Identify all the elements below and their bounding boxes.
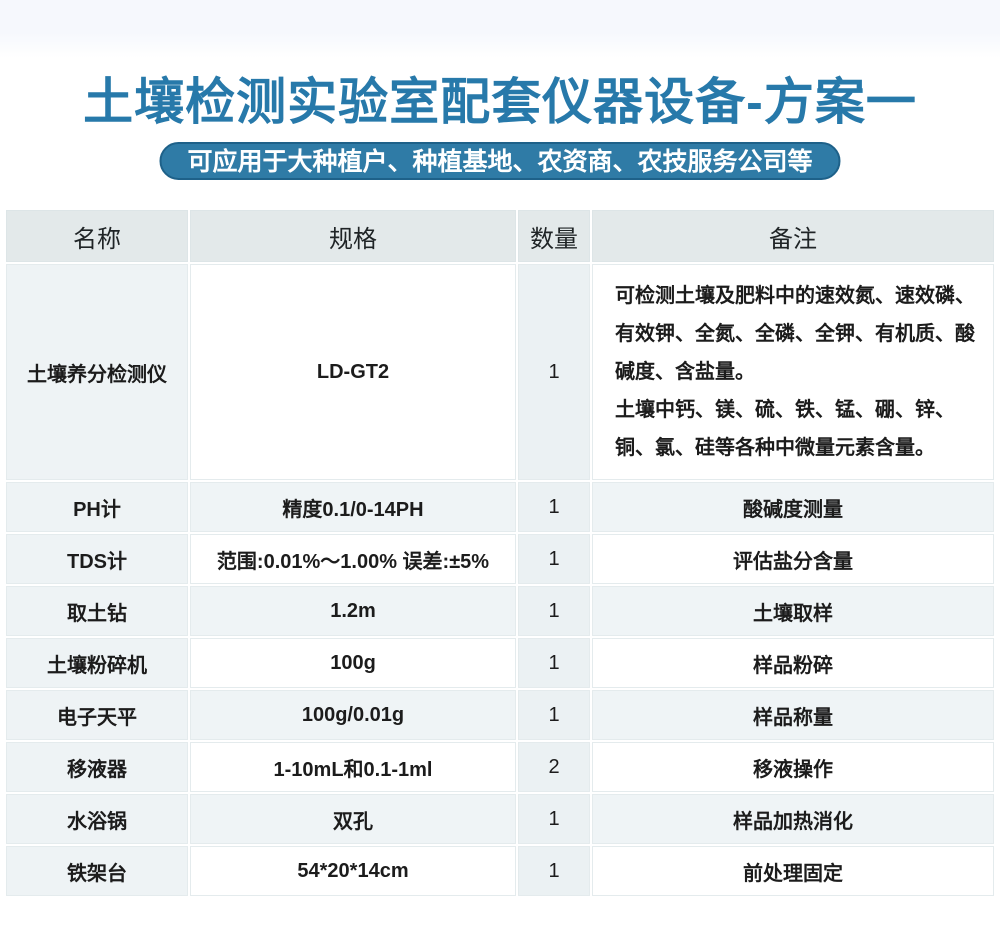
header-cell-name: 名称 bbox=[6, 210, 188, 262]
equipment-remark-cell: 酸碱度测量 bbox=[592, 482, 994, 532]
header-cell-qty: 数量 bbox=[518, 210, 590, 262]
equipment-spec-cell: LD-GT2 bbox=[190, 264, 516, 480]
equipment-name-cell: 水浴锅 bbox=[6, 794, 188, 844]
equipment-spec-cell: 100g bbox=[190, 638, 516, 688]
table-row: PH计 精度0.1/0-14PH 1 酸碱度测量 bbox=[6, 482, 994, 532]
equipment-qty-cell: 1 bbox=[518, 482, 590, 532]
remark-line: 土壤中钙、镁、硫、铁、锰、硼、锌、铜、氯、硅等各种中微量元素含量。 bbox=[615, 399, 955, 459]
equipment-remark-cell: 样品加热消化 bbox=[592, 794, 994, 844]
table-row: 取土钻 1.2m 1 土壤取样 bbox=[6, 586, 994, 636]
equipment-spec-cell: 精度0.1/0-14PH bbox=[190, 482, 516, 532]
equipment-name-cell: PH计 bbox=[6, 482, 188, 532]
equipment-spec-cell: 54*20*14cm bbox=[190, 846, 516, 896]
equipment-qty-cell: 1 bbox=[518, 264, 590, 480]
equipment-name-cell: 移液器 bbox=[6, 742, 188, 792]
top-gradient-band bbox=[0, 0, 1000, 58]
equipment-qty-cell: 1 bbox=[518, 846, 590, 896]
equipment-spec-cell: 100g/0.01g bbox=[190, 690, 516, 740]
table-row: 水浴锅 双孔 1 样品加热消化 bbox=[6, 794, 994, 844]
table-row: TDS计 范围:0.01%～1.00% 误差:±5% 1 评估盐分含量 bbox=[6, 534, 994, 584]
equipment-qty-cell: 2 bbox=[518, 742, 590, 792]
equipment-remark-cell: 可检测土壤及肥料中的速效氮、速效磷、有效钾、全氮、全磷、全钾、有机质、酸碱度、含… bbox=[592, 264, 994, 480]
equipment-spec-cell: 1.2m bbox=[190, 586, 516, 636]
equipment-qty-cell: 1 bbox=[518, 794, 590, 844]
equipment-name-cell: TDS计 bbox=[6, 534, 188, 584]
page-title: 土壤检测实验室配套仪器设备-方案一 bbox=[83, 74, 917, 130]
table-row: 移液器 1-10mL和0.1-1ml 2 移液操作 bbox=[6, 742, 994, 792]
equipment-table: 名称 规格 数量 备注 土壤养分检测仪 LD-GT2 1 可检测土壤及肥料中的速效氮、… bbox=[4, 208, 996, 898]
table-row: 电子天平 100g/0.01g 1 样品称量 bbox=[6, 690, 994, 740]
table-row: 铁架台 54*20*14cm 1 前处理固定 bbox=[6, 846, 994, 896]
equipment-spec-cell: 1-10mL和0.1-1ml bbox=[190, 742, 516, 792]
equipment-remark-cell: 土壤取样 bbox=[592, 586, 994, 636]
equipment-qty-cell: 1 bbox=[518, 638, 590, 688]
equipment-name-cell: 电子天平 bbox=[6, 690, 188, 740]
table-row: 土壤粉碎机 100g 1 样品粉碎 bbox=[6, 638, 994, 688]
equipment-qty-cell: 1 bbox=[518, 534, 590, 584]
equipment-remark-cell: 样品称量 bbox=[592, 690, 994, 740]
table-row: 土壤养分检测仪 LD-GT2 1 可检测土壤及肥料中的速效氮、速效磷、有效钾、全氮、全… bbox=[6, 264, 994, 480]
equipment-qty-cell: 1 bbox=[518, 586, 590, 636]
equipment-qty-cell: 1 bbox=[518, 690, 590, 740]
equipment-name-cell: 取土钻 bbox=[6, 586, 188, 636]
equipment-remark-cell: 评估盐分含量 bbox=[592, 534, 994, 584]
equipment-remark-cell: 样品粉碎 bbox=[592, 638, 994, 688]
table-header-row: 名称 规格 数量 备注 bbox=[6, 210, 994, 262]
equipment-name-cell: 土壤粉碎机 bbox=[6, 638, 188, 688]
equipment-spec-cell: 双孔 bbox=[190, 794, 516, 844]
header-cell-spec: 规格 bbox=[190, 210, 516, 262]
equipment-spec-cell: 范围:0.01%～1.00% 误差:±5% bbox=[190, 534, 516, 584]
subtitle-banner: 可应用于大种植户、种植基地、农资商、农技服务公司等 bbox=[159, 142, 841, 180]
equipment-name-cell: 土壤养分检测仪 bbox=[6, 264, 188, 480]
equipment-remark-cell: 前处理固定 bbox=[592, 846, 994, 896]
remark-line: 可检测土壤及肥料中的速效氮、速效磷、有效钾、全氮、全磷、全钾、有机质、酸碱度、含… bbox=[615, 285, 975, 383]
equipment-remark-cell: 移液操作 bbox=[592, 742, 994, 792]
header-cell-remark: 备注 bbox=[592, 210, 994, 262]
equipment-name-cell: 铁架台 bbox=[6, 846, 188, 896]
